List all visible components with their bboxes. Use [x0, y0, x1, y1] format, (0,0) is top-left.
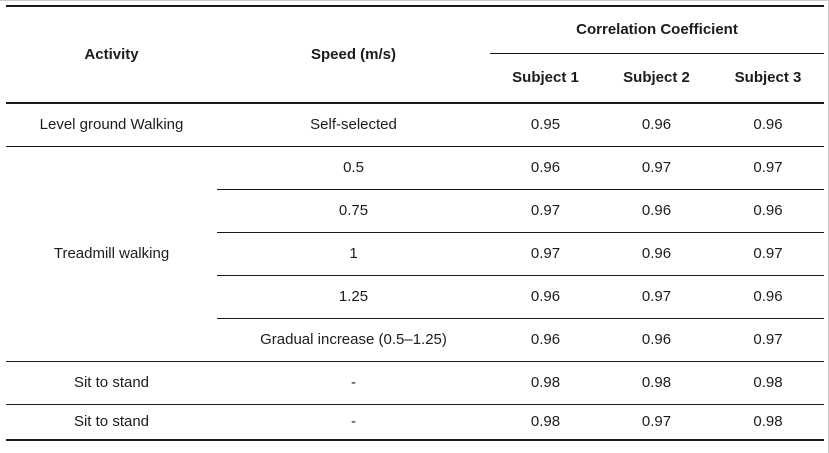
activity-cell: Level ground Walking — [6, 103, 217, 147]
table-row-treadmill-0-75: 0.75 0.97 0.96 0.96 — [6, 189, 824, 233]
value-cell: 0.98 — [490, 361, 601, 405]
table-row-treadmill-0-5: Treadmill walking 0.5 0.96 0.97 0.97 — [6, 146, 824, 362]
value-cell: 0.96 — [601, 103, 712, 147]
col-header-subject-2: Subject 2 — [601, 53, 712, 104]
activity-cell-treadmill: Treadmill walking — [6, 146, 217, 362]
header-row-subjects: Subject 1 Subject 2 Subject 3 — [6, 53, 824, 104]
col-header-subject-3: Subject 3 — [712, 53, 824, 104]
value-cell: 0.97 — [601, 146, 712, 190]
table-row-treadmill-1: 1 0.97 0.96 0.97 — [6, 232, 824, 276]
value-cell: 0.96 — [601, 318, 712, 362]
col-header-correlation-coefficient: Correlation Coefficient — [490, 6, 824, 54]
value-cell: 0.96 — [490, 146, 601, 190]
activity-cell: Sit to stand — [6, 361, 217, 405]
value-cell: 0.98 — [712, 404, 824, 441]
value-cell: 0.96 — [490, 318, 601, 362]
value-cell: 0.98 — [490, 404, 601, 441]
value-cell: 0.98 — [712, 361, 824, 405]
value-cell: 0.96 — [601, 232, 712, 276]
value-cell: 0.96 — [601, 189, 712, 233]
table-row-treadmill-1-25: 1.25 0.96 0.97 0.96 — [6, 275, 824, 319]
speed-cell: Self-selected — [217, 103, 490, 147]
value-cell: 0.96 — [712, 189, 824, 233]
value-cell: 0.96 — [712, 103, 824, 147]
value-cell: 0.97 — [712, 146, 824, 190]
table-row-treadmill-gradual: Gradual increase (0.5–1.25) 0.96 0.96 0.… — [6, 318, 824, 362]
speed-cell: - — [217, 404, 490, 441]
correlation-coefficient-table: Activity Speed (m/s) Correlation Coeffic… — [6, 5, 824, 441]
speed-cell: 1 — [217, 232, 490, 276]
col-header-activity: Activity — [6, 6, 217, 104]
header-row-group: Activity Speed (m/s) Correlation Coeffic… — [6, 6, 824, 104]
table-row-sit-to-stand-2: Sit to stand - 0.98 0.97 0.98 — [6, 404, 824, 441]
col-header-speed: Speed (m/s) — [217, 6, 490, 104]
table-row-level-ground: Level ground Walking Self-selected 0.95 … — [6, 103, 824, 147]
value-cell: 0.97 — [490, 232, 601, 276]
speed-cell: Gradual increase (0.5–1.25) — [217, 318, 490, 362]
value-cell: 0.97 — [601, 275, 712, 319]
col-header-subject-1: Subject 1 — [490, 53, 601, 104]
value-cell: 0.96 — [712, 275, 824, 319]
speed-cell: 1.25 — [217, 275, 490, 319]
value-cell: 0.98 — [601, 361, 712, 405]
speed-cell: 0.5 — [217, 146, 490, 190]
value-cell: 0.95 — [490, 103, 601, 147]
speed-cell: 0.75 — [217, 189, 490, 233]
value-cell: 0.96 — [490, 275, 601, 319]
table-row-sit-to-stand-1: Sit to stand - 0.98 0.98 0.98 — [6, 361, 824, 405]
activity-cell: Sit to stand — [6, 404, 217, 441]
value-cell: 0.97 — [712, 232, 824, 276]
value-cell: 0.97 — [712, 318, 824, 362]
value-cell: 0.97 — [490, 189, 601, 233]
value-cell: 0.97 — [601, 404, 712, 441]
speed-cell: - — [217, 361, 490, 405]
